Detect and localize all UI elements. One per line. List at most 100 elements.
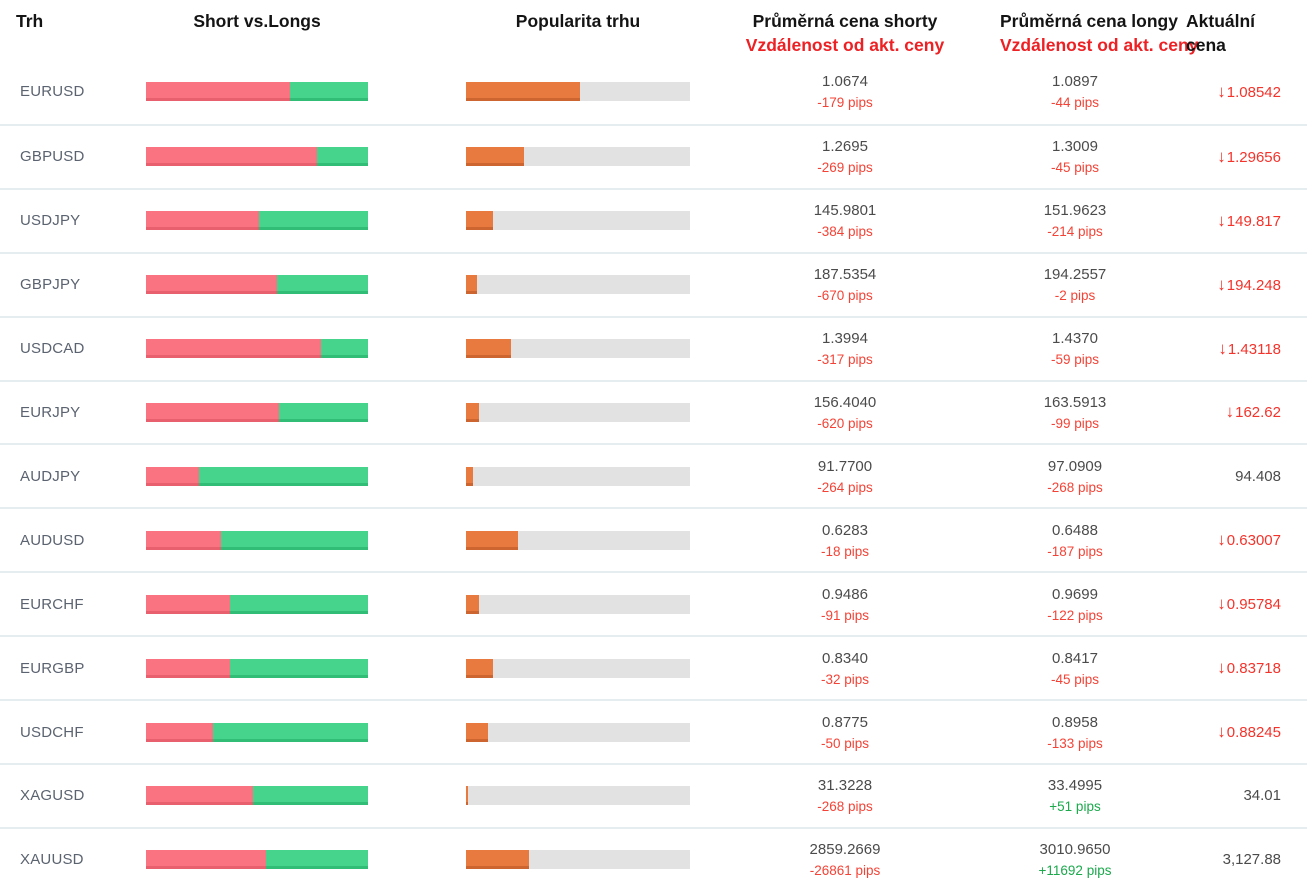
avg-short-price: 31.3228: [817, 777, 873, 795]
short-vs-longs-cell: [146, 658, 368, 678]
avg-long-cell: 194.2557 -2 pips: [1000, 266, 1150, 303]
current-price-value: 0.83718: [1226, 660, 1281, 678]
table-row[interactable]: USDCAD 1.3994 -317 pips 1.4370 -59 pips …: [0, 315, 1307, 380]
column-header-short-vs-longs: Short vs.Longs: [146, 0, 368, 34]
current-price: ↓162.62: [1226, 402, 1281, 421]
popularity-bar-fill: [466, 82, 581, 102]
current-price-cell: ↓34.01: [1150, 787, 1307, 804]
table-row[interactable]: GBPJPY 187.5354 -670 pips 194.2557 -2 pi…: [0, 251, 1307, 316]
avg-long-pips: -187 pips: [1047, 543, 1103, 559]
short-vs-longs-bar: [146, 211, 368, 231]
table-row[interactable]: AUDUSD 0.6283 -18 pips 0.6488 -187 pips …: [0, 507, 1307, 571]
short-vs-longs-bar: [146, 786, 368, 806]
popularity-bar-fill: [466, 850, 529, 870]
short-vs-longs-cell: [146, 147, 368, 167]
long-bar-segment: [212, 722, 368, 742]
short-bar-segment: [146, 722, 213, 742]
current-price-value: 0.95784: [1226, 596, 1281, 614]
popularity-bar-fill: [466, 211, 493, 231]
down-arrow-icon: ↓: [1217, 722, 1226, 742]
avg-short-price: 2859.2669: [809, 841, 881, 859]
table-row[interactable]: AUDJPY 91.7700 -264 pips 97.0909 -268 pi…: [0, 443, 1307, 507]
table-row[interactable]: XAGUSD 31.3228 -268 pips 33.4995 +51 pip…: [0, 762, 1307, 827]
current-price: ↓1.08542: [1217, 82, 1281, 101]
table-row[interactable]: EURJPY 156.4040 -620 pips 163.5913 -99 p…: [0, 379, 1307, 444]
down-arrow-icon: ↓: [1217, 530, 1226, 550]
market-label: XAGUSD: [20, 787, 85, 805]
short-bar-segment: [146, 402, 280, 422]
avg-long-price: 3010.9650: [1039, 841, 1111, 859]
short-vs-longs-cell: [146, 339, 368, 359]
current-price-value: 1.43118: [1227, 340, 1281, 358]
current-price-value: 0.88245: [1226, 724, 1281, 742]
current-price-cell: ↓1.43118: [1150, 339, 1307, 359]
table-row[interactable]: USDJPY 145.9801 -384 pips 151.9623 -214 …: [0, 187, 1307, 252]
popularity-bar-fill: [466, 275, 478, 295]
current-price-cell: ↓0.83718: [1150, 658, 1307, 678]
market-label: XAUUSD: [20, 851, 84, 869]
table-row[interactable]: XAUUSD 2859.2669 -26861 pips 3010.9650 +…: [0, 826, 1307, 891]
popularity-header-label: Popularita trhu: [515, 11, 641, 31]
current-price-value: 3,127.88: [1222, 851, 1281, 869]
popularity-bar-fill: [466, 594, 480, 614]
avg-long-price: 1.3009: [1052, 138, 1098, 156]
popularity-bar-track: [466, 466, 690, 486]
current-price: ↓34.01: [1243, 787, 1281, 804]
popularity-cell: [466, 275, 690, 295]
avg-long-cell: 0.8958 -133 pips: [1000, 714, 1150, 751]
long-bar-segment: [316, 147, 368, 167]
short-vs-longs-cell: [146, 402, 368, 422]
current-price-cell: ↓94.408: [1150, 468, 1307, 485]
avg-long-cell: 151.9623 -214 pips: [1000, 202, 1150, 239]
short-vs-longs-bar: [146, 147, 368, 167]
short-vs-longs-header-label: Short vs.Longs: [193, 11, 321, 31]
current-price-cell: ↓0.88245: [1150, 722, 1307, 742]
market-label: USDJPY: [20, 212, 81, 230]
market-label: AUDUSD: [20, 531, 85, 549]
avg-short-price: 0.6283: [822, 521, 868, 539]
avg-long-cell: 1.4370 -59 pips: [1000, 330, 1150, 367]
market-label: EURUSD: [20, 83, 85, 101]
short-vs-longs-cell: [146, 530, 368, 550]
avg-long-pips: -59 pips: [1050, 352, 1100, 368]
popularity-cell: [466, 402, 690, 422]
table-row[interactable]: EURUSD 1.0674 -179 pips 1.0897 -44 pips …: [0, 60, 1307, 124]
avg-short-cell: 1.3994 -317 pips: [690, 330, 1000, 367]
down-arrow-icon: ↓: [1218, 338, 1227, 358]
table-row[interactable]: GBPUSD 1.2695 -269 pips 1.3009 -45 pips …: [0, 123, 1307, 188]
current-price-cell: ↓3,127.88: [1150, 851, 1307, 868]
current-price: ↓1.43118: [1218, 338, 1281, 358]
market-label: USDCAD: [20, 340, 85, 358]
table-row[interactable]: EURGBP 0.8340 -32 pips 0.8417 -45 pips ↓…: [0, 635, 1307, 699]
table-row[interactable]: USDCHF 0.8775 -50 pips 0.8958 -133 pips …: [0, 699, 1307, 763]
short-bar-segment: [146, 786, 253, 806]
avg-short-cell: 31.3228 -268 pips: [690, 777, 1000, 814]
popularity-cell: [466, 147, 690, 167]
avg-short-cell: 0.9486 -91 pips: [690, 586, 1000, 623]
short-bar-segment: [146, 658, 231, 678]
short-vs-longs-cell: [146, 850, 368, 870]
avg-short-pips: -26861 pips: [809, 863, 881, 879]
short-bar-segment: [146, 82, 291, 102]
avg-long-cell: 33.4995 +51 pips: [1000, 777, 1150, 814]
avg-short-cell: 91.7700 -264 pips: [690, 458, 1000, 495]
popularity-bar-track: [466, 275, 690, 295]
market-label: AUDJPY: [20, 467, 81, 485]
current-price: ↓0.63007: [1217, 530, 1281, 550]
current-price-value: 1.08542: [1226, 83, 1281, 101]
short-vs-longs-bar: [146, 850, 368, 870]
avg-short-cell: 0.8775 -50 pips: [690, 714, 1000, 751]
table-row[interactable]: EURCHF 0.9486 -91 pips 0.9699 -122 pips …: [0, 571, 1307, 635]
avg-long-pips: +51 pips: [1049, 799, 1101, 815]
short-vs-longs-bar: [146, 82, 368, 102]
short-bar-segment: [146, 275, 277, 295]
long-bar-segment: [252, 786, 368, 806]
avg-short-pips: -620 pips: [817, 415, 873, 431]
avg-long-price: 0.9699: [1052, 585, 1098, 603]
down-arrow-icon: ↓: [1217, 210, 1226, 230]
current-price-header-line1: Aktuální: [1186, 11, 1256, 31]
avg-long-pips: -44 pips: [1050, 95, 1100, 111]
long-bar-segment: [259, 211, 368, 231]
header-spacer: [368, 0, 466, 10]
